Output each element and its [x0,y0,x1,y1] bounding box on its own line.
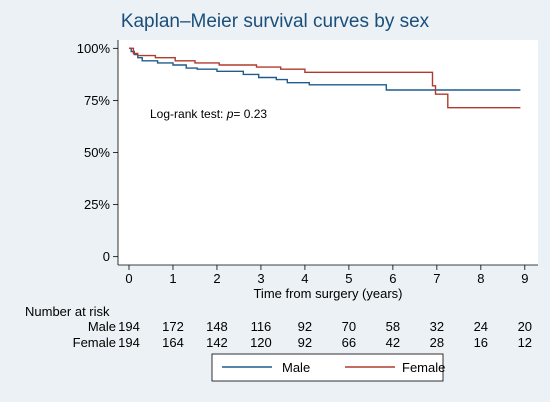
x-tick-label: 8 [477,271,484,286]
risk-value: 164 [162,335,184,350]
y-tick-label: 25% [84,197,110,212]
x-tick-label: 4 [301,271,308,286]
x-tick-label: 1 [169,271,176,286]
risk-value: 58 [386,319,400,334]
y-tick-label: 75% [84,93,110,108]
risk-value: 66 [342,335,356,350]
y-tick-label: 100% [77,41,111,56]
risk-value: 194 [118,335,140,350]
chart-title: Kaplan–Meier survival curves by sex [121,11,430,32]
risk-value: 12 [518,335,532,350]
risk-row-label-male: Male [88,319,116,334]
survival-curves [129,47,521,109]
risk-value: 172 [162,319,184,334]
risk-table-label: Number at risk [25,304,110,319]
x-tick-label: 3 [257,271,264,286]
x-tick-label: 9 [521,271,528,286]
risk-value: 28 [430,335,444,350]
risk-row-label-female: Female [73,335,116,350]
x-tick-label: 7 [433,271,440,286]
legend: Male Female [211,353,445,382]
annotation-prefix: Log-rank test: [150,107,227,121]
risk-value: 116 [251,319,272,334]
risk-value: 24 [474,319,488,334]
log-rank-annotation: Log-rank test: p= 0.23 [150,107,267,121]
risk-value: 148 [206,319,228,334]
risk-value: 92 [298,319,312,334]
risk-value: 92 [298,335,312,350]
legend-label-female: Female [402,360,445,375]
risk-value: 42 [386,335,400,350]
x-tick-label: 2 [213,271,220,286]
x-axis-label: Time from surgery (years) [253,286,402,301]
risk-value: 120 [250,335,272,350]
risk-value: 194 [118,319,140,334]
y-tick-label: 0 [103,249,110,264]
annotation-p: p [226,107,234,121]
x-tick-label: 6 [389,271,396,286]
axes: 0 25% 50% 75% 100% 0 1 2 3 4 5 6 7 8 9 [77,40,538,286]
annotation-suffix: = 0.23 [233,107,267,121]
risk-value: 16 [474,335,488,350]
y-tick-label: 50% [84,145,110,160]
risk-value: 70 [342,319,356,334]
risk-value: 32 [430,319,444,334]
x-tick-label: 5 [345,271,352,286]
risk-value: 20 [518,319,532,334]
x-tick-label: 0 [125,271,132,286]
risk-value: 142 [206,335,228,350]
plot-area [118,40,538,265]
legend-label-male: Male [282,360,310,375]
survival-curve-female [129,47,521,109]
